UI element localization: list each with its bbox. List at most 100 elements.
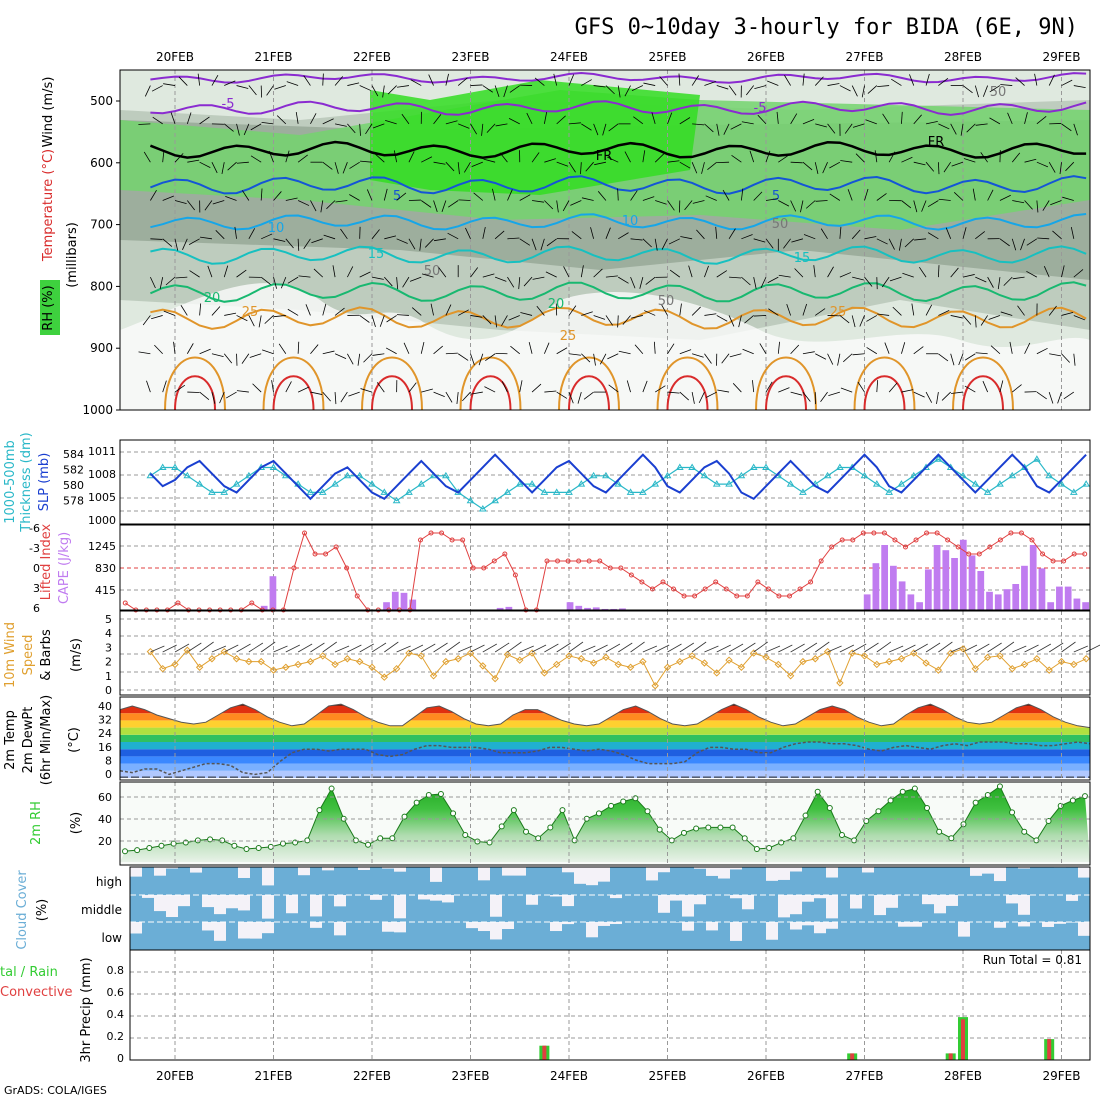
rh-marker — [1057, 802, 1064, 809]
wind-barb — [608, 123, 619, 132]
wind-barb — [334, 645, 350, 653]
isotherm-35-loop — [469, 375, 512, 411]
wind-barb — [457, 77, 468, 86]
wind-barb — [691, 75, 699, 86]
wind-barb — [162, 150, 165, 163]
bottom-day-label: 26FEB — [747, 1069, 785, 1083]
temp-tick: 32 — [98, 714, 112, 727]
wind-barb — [765, 150, 771, 163]
wind-barb — [385, 347, 397, 355]
wind-barb — [197, 73, 201, 86]
wind-barb — [445, 391, 453, 403]
precip-tick: 0.6 — [107, 986, 125, 999]
wind-barb — [925, 642, 941, 653]
wind-barb — [187, 159, 200, 163]
wind-barb — [495, 123, 508, 127]
li-marker — [354, 593, 360, 599]
wind-barb — [258, 315, 262, 328]
wind-barb — [165, 276, 176, 286]
thickness-tick: 580 — [63, 479, 84, 492]
wind-barb — [618, 350, 631, 355]
wind-barb — [448, 200, 459, 208]
rh-marker — [1033, 837, 1040, 844]
wind-barb — [962, 227, 967, 239]
wind-barb — [839, 644, 855, 653]
contour-label: 15 — [368, 247, 385, 262]
cloud-gap — [562, 867, 574, 873]
li-marker — [892, 537, 898, 543]
wind-barb — [704, 265, 709, 278]
temp-band — [120, 720, 1090, 728]
li-tick: 0 — [33, 562, 40, 575]
wind-barb — [138, 123, 151, 125]
wind-barb — [1003, 276, 1013, 286]
cloud-gap — [238, 922, 250, 939]
li-tick: 6 — [33, 602, 40, 615]
wind-barb — [313, 268, 324, 278]
contour-label: 15 — [794, 251, 811, 266]
isotherm-30-loop — [656, 356, 719, 411]
wind-barb — [913, 114, 922, 125]
wind-barb — [953, 192, 964, 201]
wind-barb — [630, 641, 645, 653]
wind-barb — [972, 188, 976, 201]
wind-barb — [285, 238, 294, 249]
wind-barb — [691, 392, 695, 404]
wind-barb — [570, 200, 582, 206]
wind-barb — [186, 112, 192, 124]
wind-barb — [261, 233, 273, 240]
wind-barb — [1017, 305, 1025, 316]
wind-barb — [707, 161, 718, 171]
li-marker — [755, 579, 761, 585]
wind-barb — [962, 85, 973, 94]
wind-barb — [211, 74, 219, 86]
wind-barb — [577, 391, 582, 404]
rh-shade — [370, 80, 700, 195]
temp-band — [120, 713, 1090, 721]
rh-marker — [170, 840, 177, 847]
wind-barb — [349, 194, 360, 201]
wind-barb — [273, 315, 286, 318]
wind-barb — [999, 238, 1010, 247]
temp-tick: 40 — [98, 700, 112, 713]
wind-barb — [285, 644, 300, 653]
li-tick: -3 — [29, 542, 40, 555]
cape-bar — [898, 581, 906, 610]
wind-barb — [715, 226, 718, 239]
precip-tick: 0 — [117, 1052, 124, 1065]
cloud-gap — [154, 895, 166, 912]
cloud-gap — [298, 867, 310, 876]
cloud-gap — [562, 895, 574, 907]
wind-barb — [765, 645, 781, 653]
wind-barb — [753, 238, 766, 243]
rh-marker — [1045, 817, 1052, 824]
wind-barb — [814, 162, 819, 174]
cloud-gap — [610, 922, 622, 925]
wind-barb — [982, 85, 988, 97]
wind-barb — [651, 112, 656, 124]
wind-barb — [828, 391, 840, 396]
precip-panel: 0.8 0.6 0.4 0.2 0 Run Total = 0.81 tal / Rain C… — [0, 949, 1091, 1065]
wind-barb — [742, 348, 754, 355]
thickness-tick: 584 — [63, 448, 84, 461]
rh-marker — [219, 837, 226, 844]
wind-label-4: (m/s) — [69, 638, 84, 672]
wind-barb — [837, 353, 841, 366]
wind-barb — [754, 85, 767, 90]
cloud-gap — [814, 895, 826, 899]
rh-marker — [753, 846, 760, 853]
wind-barb — [248, 315, 255, 327]
temp-label-2: 2m DewPt — [21, 707, 36, 774]
wind-barb — [458, 645, 473, 653]
slp-tick: 1011 — [88, 445, 116, 458]
wind-barb — [365, 123, 373, 135]
wind-barb — [1048, 161, 1056, 173]
wind-barb — [990, 345, 1001, 355]
wind-barb — [334, 123, 347, 127]
wind-barb — [349, 161, 360, 169]
wind-barb — [655, 644, 670, 653]
wind-barb — [1036, 391, 1047, 400]
li-marker — [1029, 537, 1035, 543]
wind-barb — [359, 85, 371, 91]
wind-barb — [303, 238, 311, 249]
